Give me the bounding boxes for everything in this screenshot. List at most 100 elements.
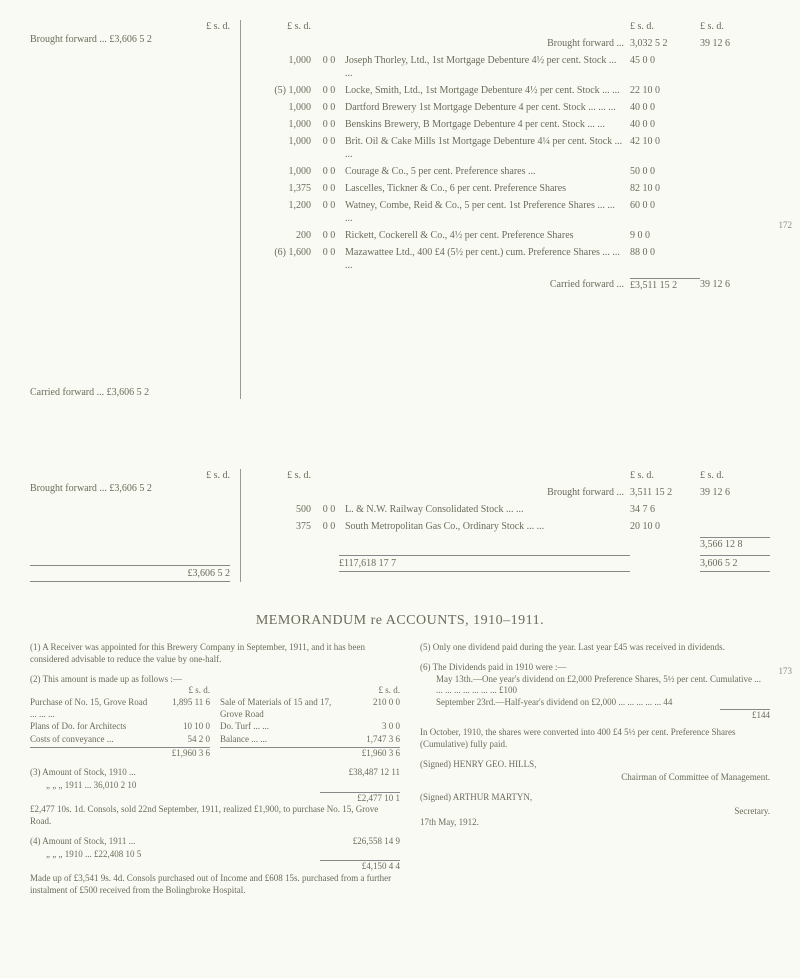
hdr-l: £ s. d. <box>261 469 319 482</box>
bf-amt2: 39 12 6 <box>700 486 770 499</box>
sl-lbl: Balance ... ... <box>220 734 340 746</box>
carried-forward-left: Carried forward ... £3,606 5 2 <box>30 386 230 399</box>
row-amt: 1,000 <box>261 101 319 114</box>
sl-lbl: Plans of Do. for Architects <box>30 721 150 733</box>
note-4: (4) Amount of Stock, 1911 ...£26,558 14 … <box>30 836 400 896</box>
row-sub: 0 0 <box>319 54 339 80</box>
row-desc: Watney, Combe, Reid & Co., 5 per cent. 1… <box>339 199 630 225</box>
hdr-r2: £ s. d. <box>700 469 770 482</box>
notes-left-col: (1) A Receiver was appointed for this Br… <box>30 642 400 904</box>
row-amt: 1,000 <box>261 165 319 178</box>
row-sub: 0 0 <box>319 246 339 272</box>
ledger-row: 3750 0South Metropolitan Gas Co., Ordina… <box>261 520 770 533</box>
lsd-header-row: £ s. d. £ s. d. £ s. d. <box>261 20 770 33</box>
total-r: 3,606 5 2 <box>700 555 770 572</box>
row-sub: 0 0 <box>319 229 339 242</box>
n4-a: £26,558 14 9 <box>340 836 400 848</box>
bf-label: Brought forward ... <box>339 37 630 50</box>
ledger-row: 1,2000 0Watney, Combe, Reid & Co., 5 per… <box>261 199 770 225</box>
sl-amt: 3 0 0 <box>340 721 400 733</box>
row-lsd: 50 0 0 <box>630 165 700 178</box>
row-amt: 1,000 <box>261 135 319 161</box>
total-left: £3,606 5 2 <box>30 565 230 582</box>
row-amt: 1,000 <box>261 118 319 131</box>
n3-text: £2,477 10s. 1d. Consols, sold 22nd Septe… <box>30 804 400 827</box>
page-number-bottom: 173 <box>779 666 793 678</box>
n3-b: „ „ „ 1911 ... 36,010 2 10 <box>30 780 400 792</box>
ledger-mid-right: £ s. d. £ s. d. £ s. d. Brought forward … <box>261 469 770 582</box>
ledger-top: £ s. d. Brought forward ... £3,606 5 2 C… <box>30 20 770 399</box>
cf-label: Carried forward ... <box>339 278 630 292</box>
row-lsd: 60 0 0 <box>630 199 700 225</box>
row-sub: 0 0 <box>319 135 339 161</box>
ledger-row: 1,0000 0Brit. Oil & Cake Mills 1st Mortg… <box>261 135 770 161</box>
lsd-header-row: £ s. d. £ s. d. £ s. d. <box>261 469 770 482</box>
row-desc: Brit. Oil & Cake Mills 1st Mortgage Debe… <box>339 135 630 161</box>
row-lsd: 22 10 0 <box>630 84 700 97</box>
bf-label: Brought forward ... <box>339 486 630 499</box>
n3-head: (3) Amount of Stock, 1910 ... <box>30 767 340 779</box>
sl-lbl: Sale of Materials of 15 and 17, Grove Ro… <box>220 697 340 720</box>
ledger-row: (6) 1,6000 0Mazawattee Ltd., 400 £4 (5½ … <box>261 246 770 272</box>
sl-lbl: Do. Turf ... ... <box>220 721 340 733</box>
n6-l2: September 23rd.—Half-year's dividend on … <box>420 697 770 709</box>
row-lsd: 20 10 0 <box>630 520 700 533</box>
n3-diff: £2,477 10 1 <box>320 792 400 805</box>
sl-lbl: Purchase of No. 15, Grove Road ... ... .… <box>30 697 150 720</box>
small-ledger-row: Do. Turf ... ...3 0 0 <box>220 721 400 733</box>
n3-a: £38,487 12 11 <box>340 767 400 779</box>
row-desc: Courage & Co., 5 per cent. Preference sh… <box>339 165 630 178</box>
row-amt: (6) 1,600 <box>261 246 319 272</box>
hdr-l: £ s. d. <box>261 20 319 33</box>
row-amt: 500 <box>261 503 319 516</box>
row-amt: 375 <box>261 520 319 533</box>
cf-amt: £3,511 15 2 <box>630 278 700 292</box>
ledger-row: 1,3750 0Lascelles, Tickner & Co., 6 per … <box>261 182 770 195</box>
sl-amt: 54 2 0 <box>150 734 210 746</box>
signature-1-role: Chairman of Committee of Management. <box>420 772 770 784</box>
row-lsd: 42 10 0 <box>630 135 700 161</box>
row-desc: Rickett, Cockerell & Co., 4½ per cent. P… <box>339 229 630 242</box>
notes-right-col: (5) Only one dividend paid during the ye… <box>420 642 770 904</box>
n2-hdr-l: £ s. d. <box>30 685 210 697</box>
small-ledger-row: Sale of Materials of 15 and 17, Grove Ro… <box>220 697 400 720</box>
hdr-r2: £ s. d. <box>700 20 770 33</box>
n2-total-l: £1,960 3 6 <box>30 747 210 760</box>
row-sub: 0 0 <box>319 199 339 225</box>
total-l: £117,618 17 7 <box>339 555 630 572</box>
row-desc: Benskins Brewery, B Mortgage Debenture 4… <box>339 118 630 131</box>
brought-forward-left: Brought forward ... £3,606 5 2 <box>30 33 230 46</box>
n4-text: Made up of £3,541 9s. 4d. Consols purcha… <box>30 873 400 896</box>
note-2: (2) This amount is made up as follows :—… <box>30 674 400 760</box>
row-desc: Lascelles, Tickner & Co., 6 per cent. Pr… <box>339 182 630 195</box>
row-sub: 0 0 <box>319 503 339 516</box>
row-lsd: 40 0 0 <box>630 118 700 131</box>
memorandum-title: MEMORANDUM re ACCOUNTS, 1910–1911. <box>30 612 770 630</box>
subtotal: 3,566 12 8 <box>700 537 770 551</box>
row-desc: L. & N.W. Railway Consolidated Stock ...… <box>339 503 630 516</box>
row-amt: 1,200 <box>261 199 319 225</box>
sl-amt: 1,895 11 6 <box>150 697 210 720</box>
ledger-row: 1,0000 0Dartford Brewery 1st Mortgage De… <box>261 101 770 114</box>
brought-forward-right: Brought forward ... 3,511 15 2 39 12 6 <box>261 486 770 499</box>
bf-amt: 3,032 5 2 <box>630 37 700 50</box>
row-sub: 0 0 <box>319 165 339 178</box>
row-sub: 0 0 <box>319 520 339 533</box>
hdr-r1: £ s. d. <box>630 469 700 482</box>
small-ledger-row: Purchase of No. 15, Grove Road ... ... .… <box>30 697 210 720</box>
small-ledger-row: Plans of Do. for Architects10 10 0 <box>30 721 210 733</box>
signature-1: (Signed) HENRY GEO. HILLS, <box>420 759 770 771</box>
n6-text: In October, 1910, the shares were conver… <box>420 727 770 750</box>
n4-head: (4) Amount of Stock, 1911 ... <box>30 836 340 848</box>
note-2-head: (2) This amount is made up as follows :— <box>30 674 400 686</box>
note-6: (6) The Dividends paid in 1910 were :— M… <box>420 662 770 751</box>
bf-amt: 3,511 15 2 <box>630 486 700 499</box>
ledger-row: (5) 1,0000 0Locke, Smith, Ltd., 1st Mort… <box>261 84 770 97</box>
page-number-top: 172 <box>779 220 793 232</box>
row-sub: 0 0 <box>319 101 339 114</box>
small-ledger-row: Balance ... ...1,747 3 6 <box>220 734 400 746</box>
row-amt: 1,375 <box>261 182 319 195</box>
n6-head: (6) The Dividends paid in 1910 were :— <box>420 662 770 674</box>
n2-total-r: £1,960 3 6 <box>220 747 400 760</box>
ledger-mid-left: £ s. d. Brought forward ... £3,606 5 2 £… <box>30 469 241 582</box>
